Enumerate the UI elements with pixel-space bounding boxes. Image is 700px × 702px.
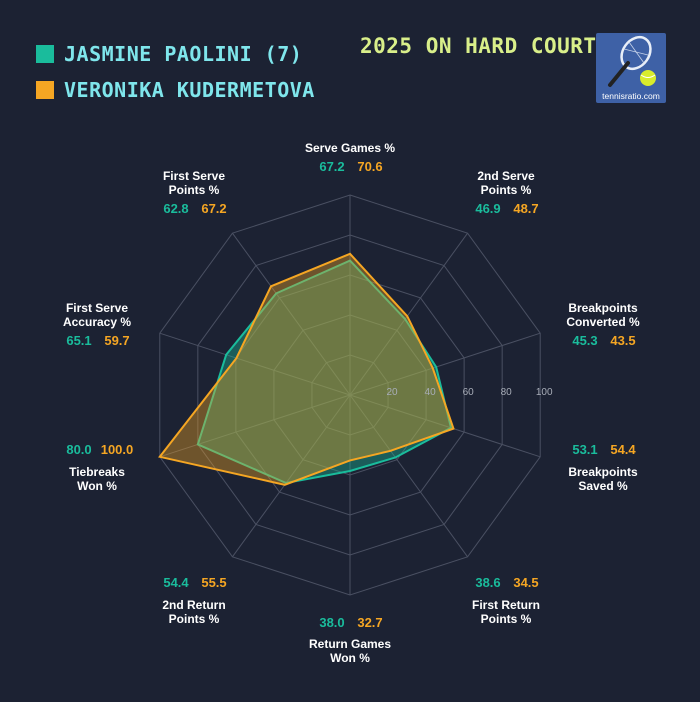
axis-label: 2nd Return (162, 598, 225, 612)
axis-label: Saved % (578, 479, 628, 493)
data-label-kudermetova: 70.6 (357, 159, 382, 174)
radial-tick-label: 100 (536, 387, 553, 398)
data-label-paolini: 62.8 (163, 201, 188, 216)
axis-label: Accuracy % (63, 315, 131, 329)
axis-label: Tiebreaks (69, 465, 125, 479)
data-label-kudermetova: 100.0 (101, 442, 134, 457)
axis-label: Won % (77, 479, 117, 493)
axis-label: 2nd Serve (477, 169, 535, 183)
axis-spoke (349, 394, 541, 458)
axis-label: Points % (169, 612, 220, 626)
axis-label: Return Games (309, 637, 391, 651)
axis-label: Points % (169, 183, 220, 197)
radial-tick-label: 60 (463, 387, 475, 398)
data-label-paolini: 67.2 (319, 159, 344, 174)
legend-item-paolini: JASMINE PAOLINI (7) (36, 36, 315, 72)
axis-spoke (349, 332, 541, 396)
radial-tick-label: 40 (425, 387, 437, 398)
radial-tick-label: 80 (501, 387, 513, 398)
data-label-kudermetova: 43.5 (610, 333, 635, 348)
axis-label: Serve Games % (305, 141, 395, 155)
axis-label: Points % (481, 183, 532, 197)
data-label-kudermetova: 59.7 (104, 333, 129, 348)
series-area (158, 252, 455, 486)
axis-spoke (349, 232, 468, 396)
data-label-paolini: 46.9 (475, 201, 500, 216)
legend-label-kudermetova: VERONIKA KUDERMETOVA (64, 78, 315, 102)
axis-spoke (232, 232, 351, 396)
axis-spoke (159, 332, 351, 396)
legend: JASMINE PAOLINI (7) VERONIKA KUDERMETOVA (36, 36, 315, 108)
tennis-racket-ball-icon (608, 35, 656, 87)
axis-label: First Return (472, 598, 540, 612)
axis-label: Points % (481, 612, 532, 626)
radial-tick-label: 20 (386, 387, 398, 398)
axis-spoke (232, 394, 351, 558)
legend-swatch-kudermetova (36, 81, 54, 99)
data-label-paolini: 54.4 (163, 575, 189, 590)
series-area (196, 259, 453, 485)
axis-label: Breakpoints (568, 465, 638, 479)
logo-text: tennisratio.com (602, 91, 660, 101)
data-label-kudermetova: 32.7 (357, 615, 382, 630)
data-label-kudermetova: 48.7 (513, 201, 538, 216)
legend-item-kudermetova: VERONIKA KUDERMETOVA (36, 72, 315, 108)
axis-spoke (159, 394, 351, 458)
data-label-paolini: 45.3 (572, 333, 597, 348)
data-label-kudermetova: 54.4 (610, 442, 636, 457)
data-label-paolini: 38.0 (319, 615, 344, 630)
legend-swatch-paolini (36, 45, 54, 63)
axis-label: Breakpoints (568, 301, 638, 315)
axis-label: First Serve (66, 301, 128, 315)
data-label-kudermetova: 34.5 (513, 575, 538, 590)
axis-label: Converted % (566, 315, 640, 329)
data-label-paolini: 80.0 (66, 442, 91, 457)
data-label-paolini: 53.1 (572, 442, 597, 457)
axis-label: Won % (330, 651, 370, 665)
axis-label: First Serve (163, 169, 225, 183)
axis-spoke (349, 394, 468, 558)
legend-label-paolini: JASMINE PAOLINI (7) (64, 42, 303, 66)
data-label-paolini: 38.6 (475, 575, 500, 590)
data-label-paolini: 65.1 (66, 333, 91, 348)
data-label-kudermetova: 55.5 (201, 575, 226, 590)
logo[interactable]: tennisratio.com (596, 33, 666, 103)
chart-title: 2025 ON HARD COURTS (360, 34, 610, 58)
data-label-kudermetova: 67.2 (201, 201, 226, 216)
